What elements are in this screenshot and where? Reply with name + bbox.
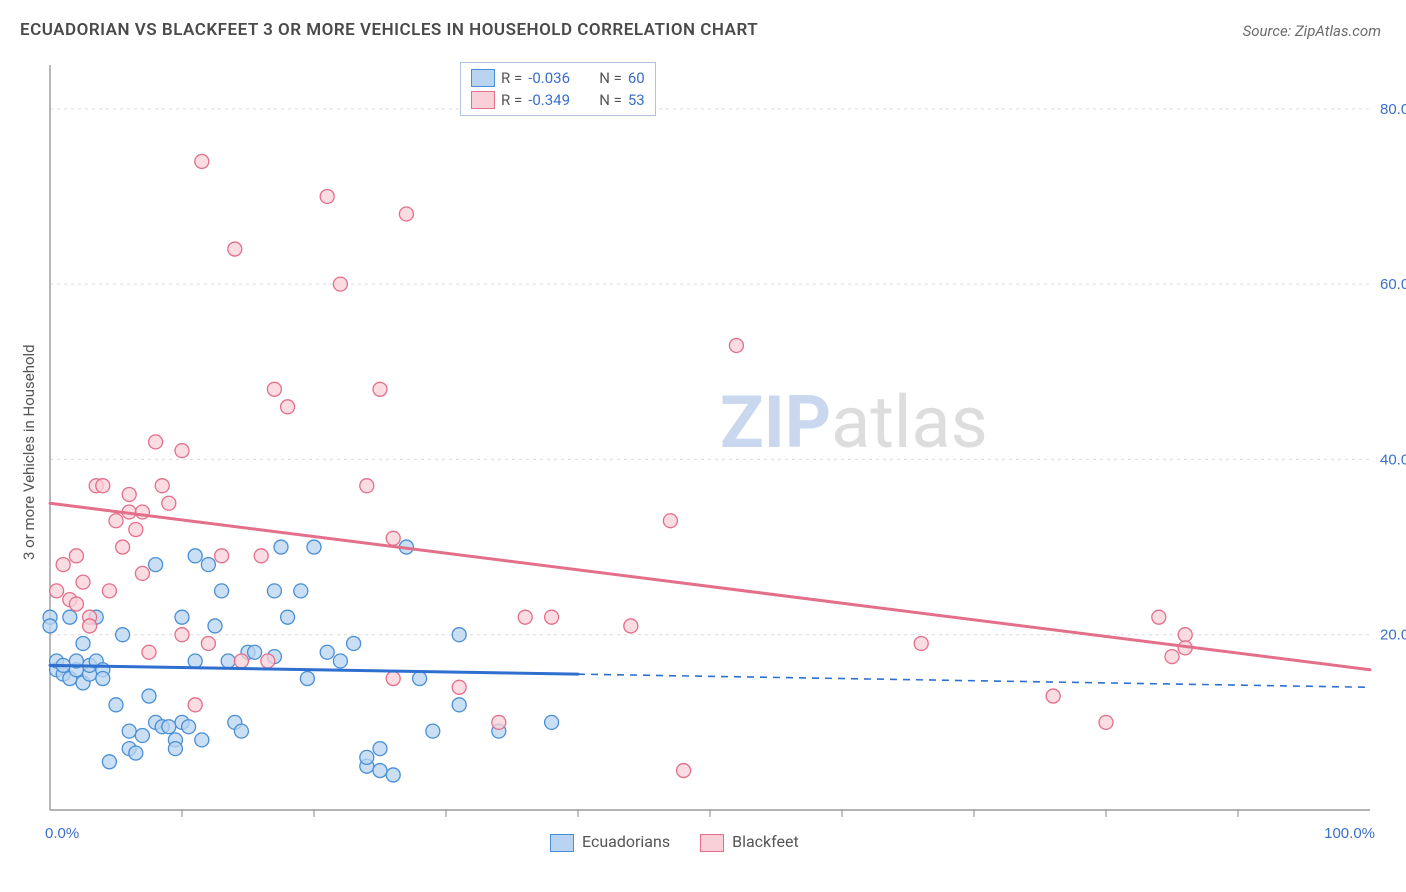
swatch-blackfeet [700, 834, 724, 852]
swatch-ecuadorians [550, 834, 574, 852]
svg-text:100.0%: 100.0% [1324, 825, 1375, 842]
svg-text:80.0%: 80.0% [1380, 101, 1406, 118]
n-label: N = [599, 89, 622, 111]
correlation-row-ecuadorians: R = -0.036 N = 60 [471, 67, 645, 89]
r-value-ecuadorians: -0.036 [528, 67, 583, 89]
swatch-ecuadorians [471, 69, 495, 87]
svg-text:60.0%: 60.0% [1380, 276, 1406, 293]
r-value-blackfeet: -0.349 [528, 89, 583, 111]
r-label: R = [501, 89, 522, 111]
correlation-legend: R = -0.036 N = 60 R = -0.349 N = 53 [460, 62, 656, 116]
svg-text:40.0%: 40.0% [1380, 451, 1406, 468]
legend-item-blackfeet: Blackfeet [700, 832, 799, 852]
series-legend: Ecuadorians Blackfeet [550, 832, 799, 852]
r-label: R = [501, 67, 522, 89]
n-value-ecuadorians: 60 [628, 67, 645, 89]
correlation-row-blackfeet: R = -0.349 N = 53 [471, 89, 645, 111]
legend-label-ecuadorians: Ecuadorians [582, 832, 670, 851]
n-label: N = [599, 67, 622, 89]
svg-text:0.0%: 0.0% [45, 825, 79, 842]
n-value-blackfeet: 53 [628, 89, 645, 111]
svg-text:20.0%: 20.0% [1380, 627, 1406, 644]
legend-label-blackfeet: Blackfeet [732, 832, 799, 851]
legend-item-ecuadorians: Ecuadorians [550, 832, 670, 852]
swatch-blackfeet [471, 91, 495, 109]
scatter-chart: 20.0% 40.0% 60.0% 80.0% 0.0% 100.0% [0, 0, 1406, 892]
